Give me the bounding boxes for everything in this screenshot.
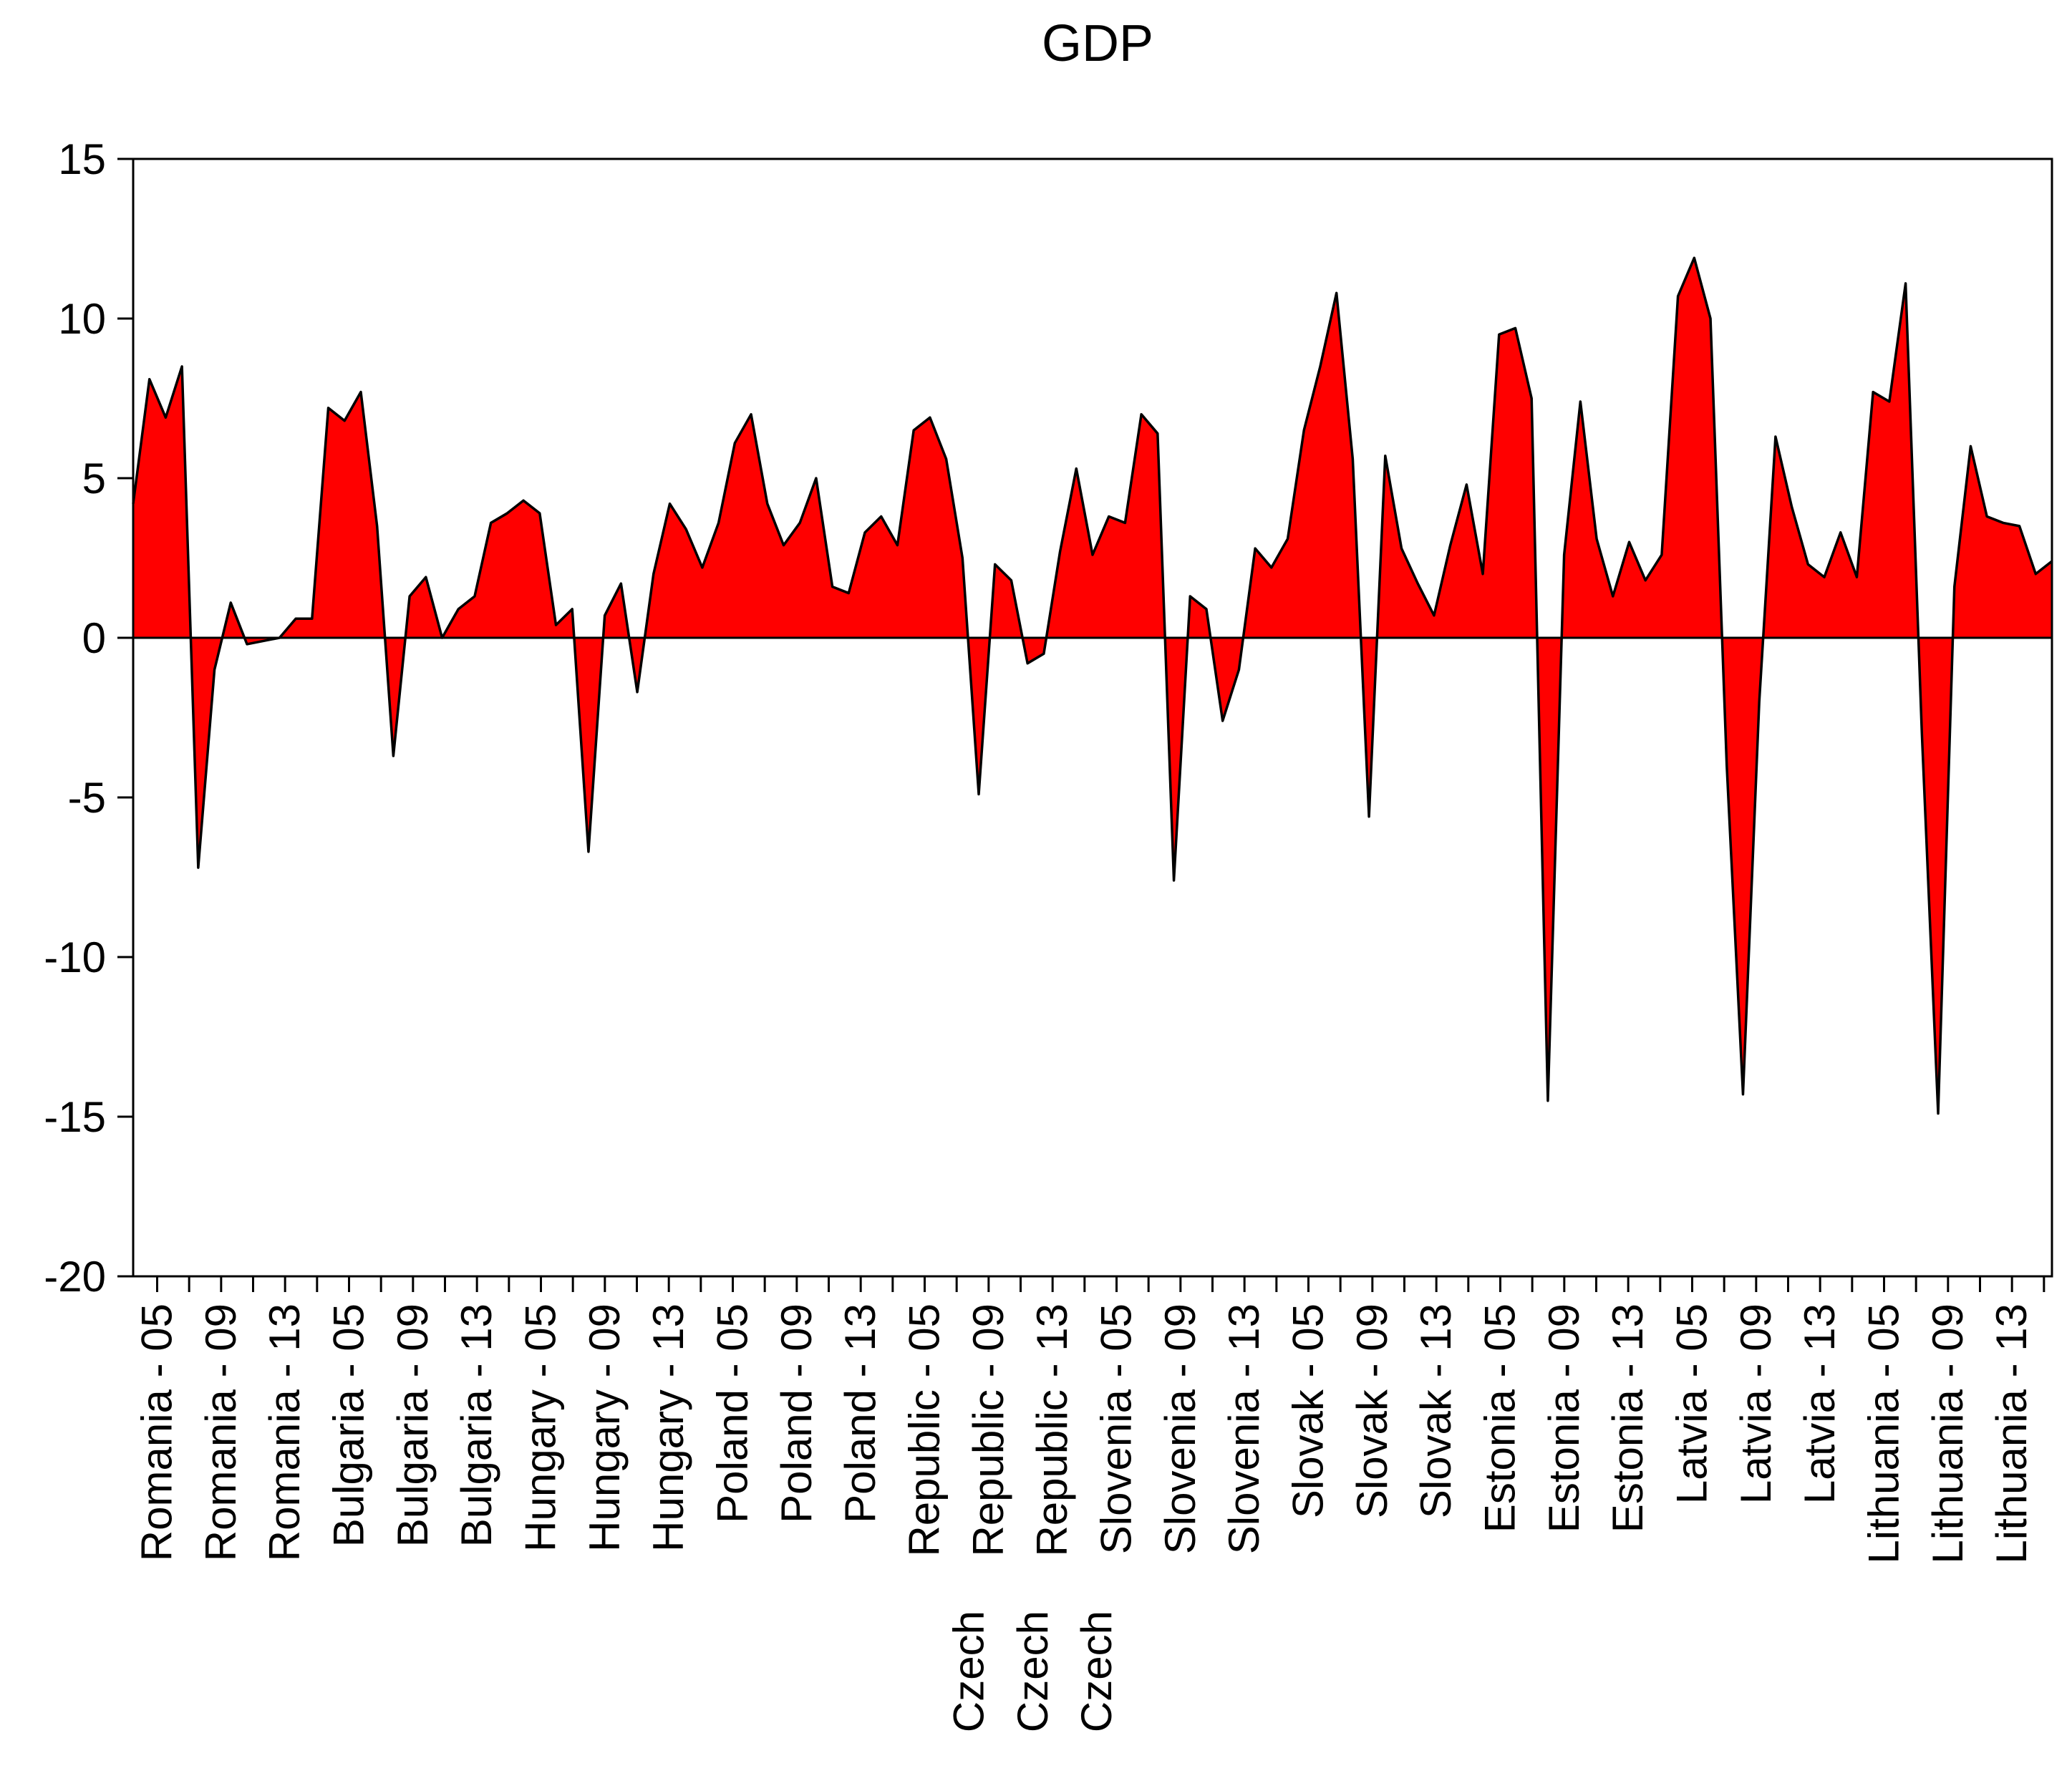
- x-tick-label-group: Bulgaria - 05: [325, 1304, 373, 1547]
- x-tick-label: Estonia - 05: [1476, 1304, 1524, 1533]
- x-tick-label-group: Romania - 05: [133, 1304, 181, 1561]
- x-tick-label: Czech: [1009, 1611, 1057, 1732]
- y-tick-label: -15: [44, 1093, 106, 1141]
- y-axis: 15 10 5 0 -5 -10 -15 -20: [44, 135, 133, 1301]
- plot-area: [132, 157, 2053, 1278]
- x-tick-label: Latvia - 09: [1732, 1304, 1780, 1504]
- x-tick-label-group: Slovenia - 13: [1220, 1304, 1268, 1554]
- x-tick-label: Latvia - 13: [1796, 1304, 1844, 1504]
- y-tick-label: -10: [44, 933, 106, 981]
- x-tick-label: Poland - 09: [773, 1304, 820, 1523]
- x-tick-label: Romania - 13: [261, 1304, 309, 1561]
- x-tick-label: Slovak - 05: [1284, 1304, 1332, 1518]
- x-tick-label-group: Hungary - 05: [517, 1304, 565, 1552]
- x-tick-label-group: Poland - 05: [709, 1304, 757, 1523]
- x-tick-label: Lithuania - 09: [1924, 1304, 1972, 1564]
- x-tick-label-group: Lithuania - 13: [1988, 1304, 2035, 1564]
- x-tick-label: Bulgaria - 05: [325, 1304, 373, 1547]
- gdp-series-line: [132, 256, 2053, 1115]
- x-tick-label: Republic - 13: [1028, 1304, 1076, 1557]
- x-tick-label: Czech: [1073, 1611, 1120, 1732]
- x-tick-label: Slovak - 13: [1412, 1304, 1460, 1518]
- x-tick-label: Slovenia - 09: [1156, 1304, 1204, 1554]
- x-tick-label-group: Romania - 13: [261, 1304, 309, 1561]
- x-tick-label: Hungary - 13: [644, 1304, 692, 1552]
- x-tick-label-group: Lithuania - 09: [1924, 1304, 1972, 1564]
- x-tick-label-group: Estonia - 09: [1540, 1304, 1588, 1533]
- x-tick-label: Poland - 13: [836, 1304, 884, 1523]
- plot-background: [133, 159, 2052, 1276]
- x-tick-label: Bulgaria - 13: [452, 1304, 500, 1547]
- x-tick-label-group: Slovenia - 09: [1156, 1304, 1204, 1554]
- x-tick-label-group: Republic - 09 Czech: [964, 1304, 1057, 1732]
- x-tick-label: Bulgaria - 09: [389, 1304, 437, 1547]
- x-tick-label: Poland - 05: [709, 1304, 757, 1523]
- y-tick-label: -5: [68, 774, 106, 822]
- x-tick-label: Romania - 09: [197, 1304, 245, 1561]
- x-tick-label: Latvia - 05: [1668, 1304, 1716, 1504]
- x-tick-label-group: Hungary - 13: [644, 1304, 692, 1552]
- y-tick-label: -20: [44, 1253, 106, 1301]
- x-tick-label-group: Slovenia - 05: [1093, 1304, 1141, 1554]
- x-tick-label-group: Estonia - 13: [1604, 1304, 1652, 1533]
- x-tick-label-group: Hungary - 09: [581, 1304, 629, 1552]
- x-tick-label: Slovak - 09: [1348, 1304, 1396, 1518]
- x-tick-label-group: Bulgaria - 09: [389, 1304, 437, 1547]
- x-tick-label: Estonia - 13: [1604, 1304, 1652, 1533]
- x-tick-label-group: Latvia - 05: [1668, 1304, 1716, 1504]
- x-tick-label: Lithuania - 13: [1988, 1304, 2035, 1564]
- x-axis: Romania - 05 Romania - 09 Romania - 13 Bulg…: [133, 1276, 2046, 1732]
- y-tick-label: 0: [82, 614, 106, 662]
- x-tick-label: Republic - 05: [901, 1304, 949, 1557]
- x-tick-label: Estonia - 09: [1540, 1304, 1588, 1533]
- x-tick-label-group: Republic - 13 Czech: [1028, 1304, 1120, 1732]
- x-tick-label: Hungary - 09: [581, 1304, 629, 1552]
- x-tick-label-group: Poland - 13: [836, 1304, 884, 1523]
- y-tick-label: 15: [58, 135, 106, 183]
- x-tick-label: Slovenia - 05: [1093, 1304, 1141, 1554]
- x-tick-label: Romania - 05: [133, 1304, 181, 1561]
- plot-frame: [132, 157, 2053, 1278]
- y-tick-label: 10: [58, 295, 106, 343]
- x-tick-label-group: Slovak - 05: [1284, 1304, 1332, 1518]
- x-tick-label-group: Latvia - 13: [1796, 1304, 1844, 1504]
- x-tick-label-group: Republic - 05 Czech: [901, 1304, 993, 1732]
- x-tick-label: Slovenia - 13: [1220, 1304, 1268, 1554]
- x-tick-label: Czech: [945, 1611, 993, 1732]
- x-tick-label: Lithuania - 05: [1860, 1304, 1908, 1564]
- x-tick-label-group: Bulgaria - 13: [452, 1304, 500, 1547]
- x-tick-label-group: Slovak - 13: [1412, 1304, 1460, 1518]
- chart-title: GDP: [1042, 15, 1153, 72]
- x-tick-label: Republic - 09: [964, 1304, 1012, 1557]
- x-tick-label-group: Poland - 09: [773, 1304, 820, 1523]
- x-tick-label-group: Slovak - 09: [1348, 1304, 1396, 1518]
- x-tick-label-group: Estonia - 05: [1476, 1304, 1524, 1533]
- x-tick-label: Hungary - 05: [517, 1304, 565, 1552]
- x-tick-label-group: Latvia - 09: [1732, 1304, 1780, 1504]
- x-tick-label-group: Romania - 09: [197, 1304, 245, 1561]
- x-tick-label-group: Lithuania - 05: [1860, 1304, 1908, 1564]
- y-tick-label: 5: [82, 455, 106, 503]
